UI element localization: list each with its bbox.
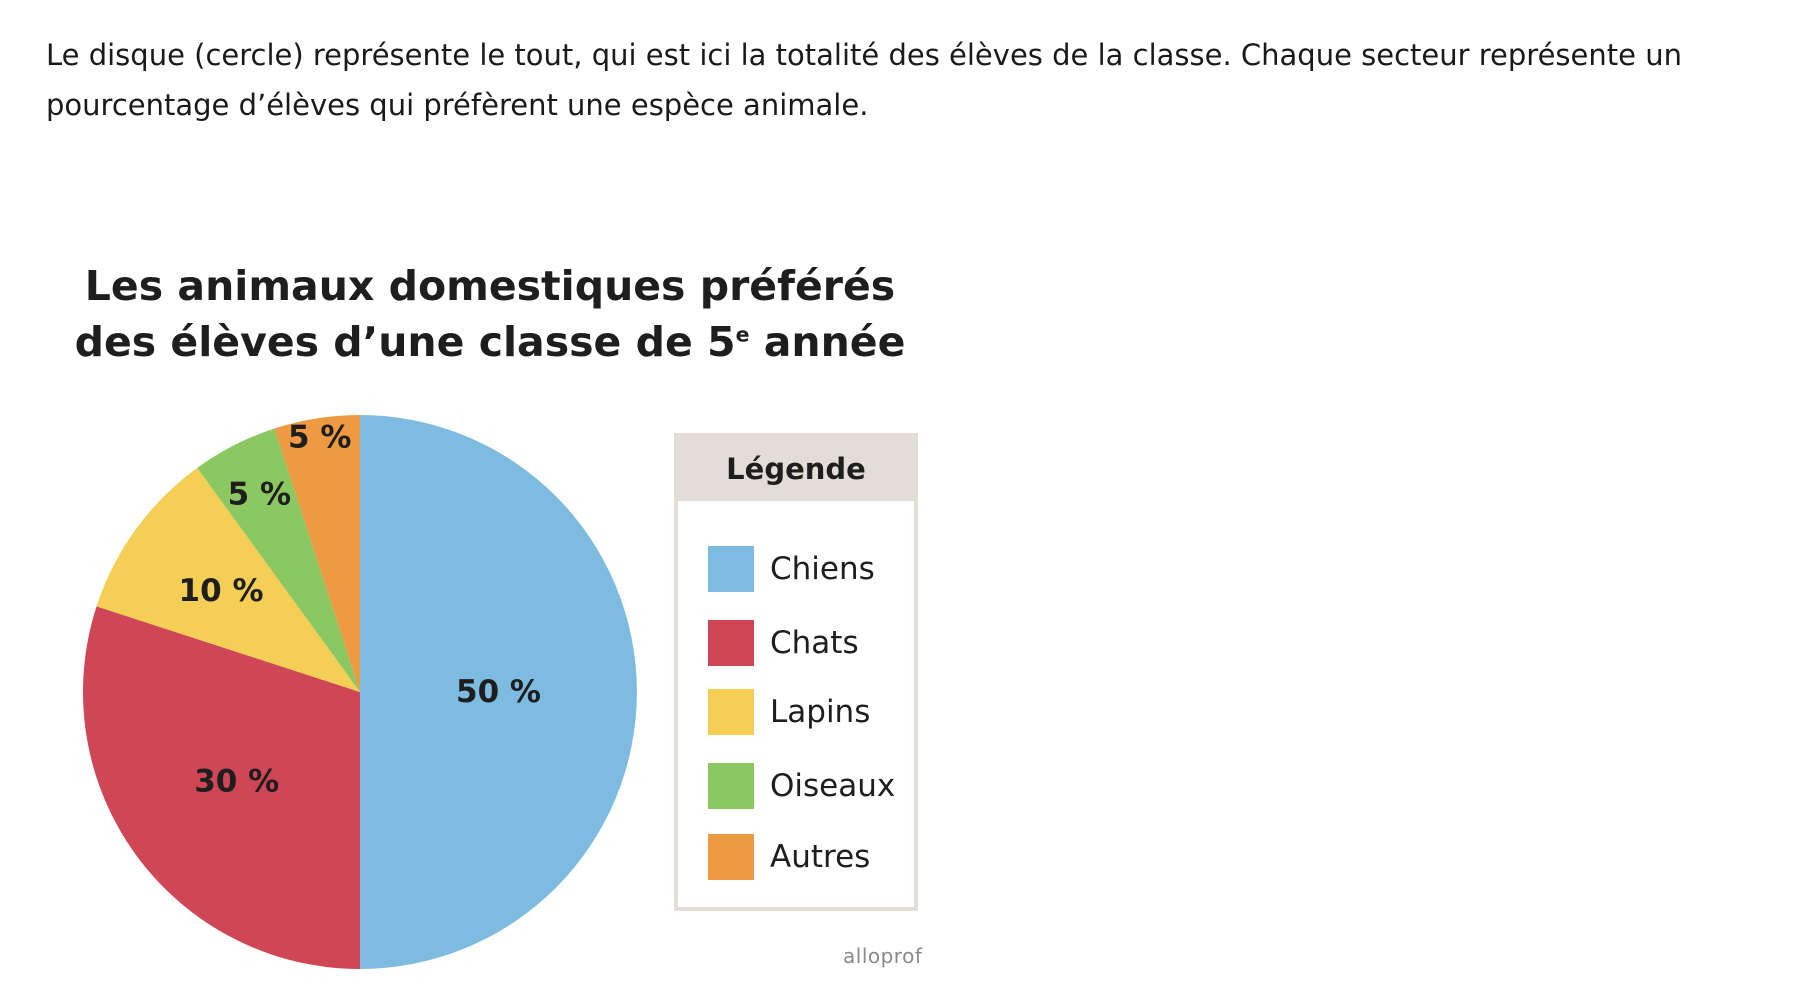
legend-item-autres: Autres bbox=[708, 834, 870, 880]
legend: Légende Chiens Chats Lapins Oiseaux Autr… bbox=[674, 433, 918, 911]
legend-label-chats: Chats bbox=[770, 625, 859, 661]
pie-slice-autres bbox=[274, 415, 360, 692]
legend-label-chiens: Chiens bbox=[770, 551, 875, 587]
legend-item-chiens: Chiens bbox=[708, 546, 875, 592]
pie-label-oiseaux: 5 % bbox=[228, 477, 291, 513]
chart-title-line1: Les animaux domestiques préférés bbox=[84, 262, 896, 310]
intro-paragraph: Le disque (cercle) représente le tout, q… bbox=[46, 38, 1682, 122]
legend-label-oiseaux: Oiseaux bbox=[770, 768, 896, 804]
pie-label-chats: 30 % bbox=[194, 764, 279, 800]
alloprof-watermark: alloprof bbox=[843, 944, 923, 968]
pie-slice-lapins bbox=[96, 467, 360, 692]
pie-label-lapins: 10 % bbox=[179, 573, 264, 609]
legend-label-lapins: Lapins bbox=[770, 694, 871, 730]
legend-swatch-lapins bbox=[708, 689, 754, 735]
chart-title: Les animaux domestiques préférés des élè… bbox=[60, 258, 920, 370]
pie-chart: 50 % 30 % 10 % 5 % 5 % bbox=[83, 415, 637, 969]
legend-swatch-chiens bbox=[708, 546, 754, 592]
legend-item-oiseaux: Oiseaux bbox=[708, 763, 895, 809]
legend-item-lapins: Lapins bbox=[708, 689, 870, 735]
pie-slice-chats bbox=[83, 606, 360, 969]
chart-title-line2-end: année bbox=[749, 318, 906, 366]
legend-title: Légende bbox=[678, 437, 914, 501]
legend-item-chats: Chats bbox=[708, 620, 859, 666]
pie-label-chiens: 50 % bbox=[456, 674, 541, 710]
chart-title-line2: des élèves d’une classe de 5 bbox=[74, 318, 736, 366]
legend-swatch-autres bbox=[708, 834, 754, 880]
pie-slice-oiseaux bbox=[197, 428, 360, 692]
pie-slice-chiens bbox=[360, 415, 637, 969]
pie-label-autres: 5 % bbox=[288, 420, 351, 456]
legend-label-autres: Autres bbox=[770, 839, 871, 875]
chart-title-superscript: e bbox=[735, 322, 750, 347]
legend-swatch-oiseaux bbox=[708, 763, 754, 809]
legend-swatch-chats bbox=[708, 620, 754, 666]
